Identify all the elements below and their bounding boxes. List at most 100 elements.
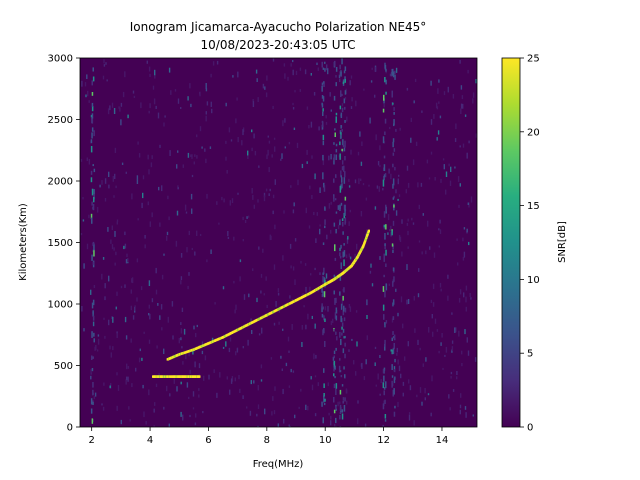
interference-pixel <box>393 148 396 152</box>
noise-pixel <box>138 153 141 158</box>
noise-pixel <box>292 209 295 214</box>
noise-pixel <box>156 345 158 349</box>
interference-pixel <box>323 276 325 282</box>
noise-pixel <box>457 176 460 182</box>
noise-pixel <box>436 106 439 110</box>
noise-pixel <box>104 283 106 289</box>
ionogram-trace <box>152 229 370 378</box>
noise-pixel <box>376 185 379 189</box>
noise-pixel <box>143 331 145 334</box>
noise-pixel <box>327 382 329 387</box>
noise-pixel <box>379 355 381 358</box>
noise-pixel <box>120 119 122 126</box>
interference-pixel <box>90 146 93 153</box>
noise-pixel <box>188 350 190 357</box>
noise-pixel <box>460 393 462 398</box>
interference-pixel <box>393 343 395 350</box>
interference-pixel <box>383 211 386 218</box>
noise-pixel <box>101 403 103 406</box>
interference-pixel <box>91 331 93 338</box>
interference-pixel <box>93 196 95 203</box>
noise-pixel <box>432 283 435 290</box>
interference-pixel <box>342 231 344 235</box>
noise-pixel <box>221 196 223 201</box>
interference-pixel <box>91 418 94 424</box>
noise-pixel <box>400 373 402 379</box>
interference-pixel <box>339 219 341 223</box>
noise-pixel <box>288 141 291 145</box>
noise-pixel <box>274 386 276 391</box>
noise-pixel <box>199 126 202 132</box>
noise-pixel <box>406 299 408 305</box>
noise-pixel <box>430 299 433 303</box>
noise-pixel <box>112 346 114 351</box>
interference-pixel <box>343 366 345 370</box>
noise-pixel <box>407 341 409 347</box>
noise-pixel <box>380 379 382 383</box>
noise-pixel <box>389 73 392 77</box>
interference-pixel <box>392 331 394 335</box>
noise-pixel <box>193 325 195 330</box>
noise-pixel <box>272 396 274 401</box>
noise-pixel <box>382 424 384 427</box>
interference-pixel <box>92 76 95 82</box>
interference-pixel <box>324 341 326 347</box>
noise-pixel <box>182 361 184 365</box>
noise-pixel <box>109 385 111 389</box>
x-tick-label: 14 <box>436 435 449 446</box>
interference-pixel <box>339 275 342 281</box>
noise-pixel <box>394 166 396 171</box>
interference-pixel <box>344 209 346 216</box>
noise-pixel <box>167 316 169 323</box>
noise-pixel <box>334 423 336 427</box>
colorbar-tick-label: 5 <box>527 349 533 360</box>
interference-pixel <box>391 375 394 378</box>
noise-pixel <box>411 217 413 221</box>
noise-pixel <box>147 201 149 206</box>
noise-pixel <box>307 313 309 320</box>
noise-pixel <box>226 376 228 380</box>
noise-pixel <box>418 268 420 272</box>
noise-pixel <box>130 338 132 343</box>
noise-pixel <box>413 420 415 426</box>
colorbar <box>501 57 521 428</box>
noise-pixel <box>363 376 366 381</box>
noise-pixel <box>210 73 212 78</box>
noise-pixel <box>103 59 105 64</box>
noise-pixel <box>185 211 188 214</box>
noise-pixel <box>206 259 208 263</box>
noise-pixel <box>292 107 295 110</box>
interference-pixel <box>382 108 385 113</box>
noise-pixel <box>196 155 198 159</box>
noise-pixel <box>375 384 377 387</box>
noise-pixel <box>282 255 284 261</box>
noise-pixel <box>350 75 353 79</box>
interference-pixel <box>90 398 93 405</box>
interference-pixel <box>342 400 344 404</box>
noise-pixel <box>396 353 398 356</box>
interference-pixel <box>323 315 325 321</box>
noise-pixel <box>458 298 461 303</box>
interference-pixel <box>92 261 95 265</box>
noise-pixel <box>115 185 117 189</box>
interference-pixel <box>323 81 325 85</box>
noise-pixel <box>101 180 103 185</box>
interference-pixel <box>344 335 346 339</box>
noise-pixel <box>378 186 380 192</box>
noise-pixel <box>398 194 401 197</box>
interference-pixel <box>392 163 394 168</box>
noise-pixel <box>305 207 307 214</box>
interference-pixel <box>384 419 387 422</box>
interference-pixel <box>384 323 386 328</box>
noise-pixel <box>438 101 440 104</box>
interference-pixel <box>91 188 94 196</box>
interference-pixel <box>391 90 393 98</box>
noise-pixel <box>344 97 347 100</box>
interference-pixel <box>342 81 345 84</box>
noise-pixel <box>326 64 328 71</box>
interference-pixel <box>339 252 341 257</box>
noise-pixel <box>397 178 399 185</box>
noise-pixel <box>357 151 360 156</box>
noise-pixel <box>463 227 466 230</box>
interference-pixel <box>344 397 346 402</box>
